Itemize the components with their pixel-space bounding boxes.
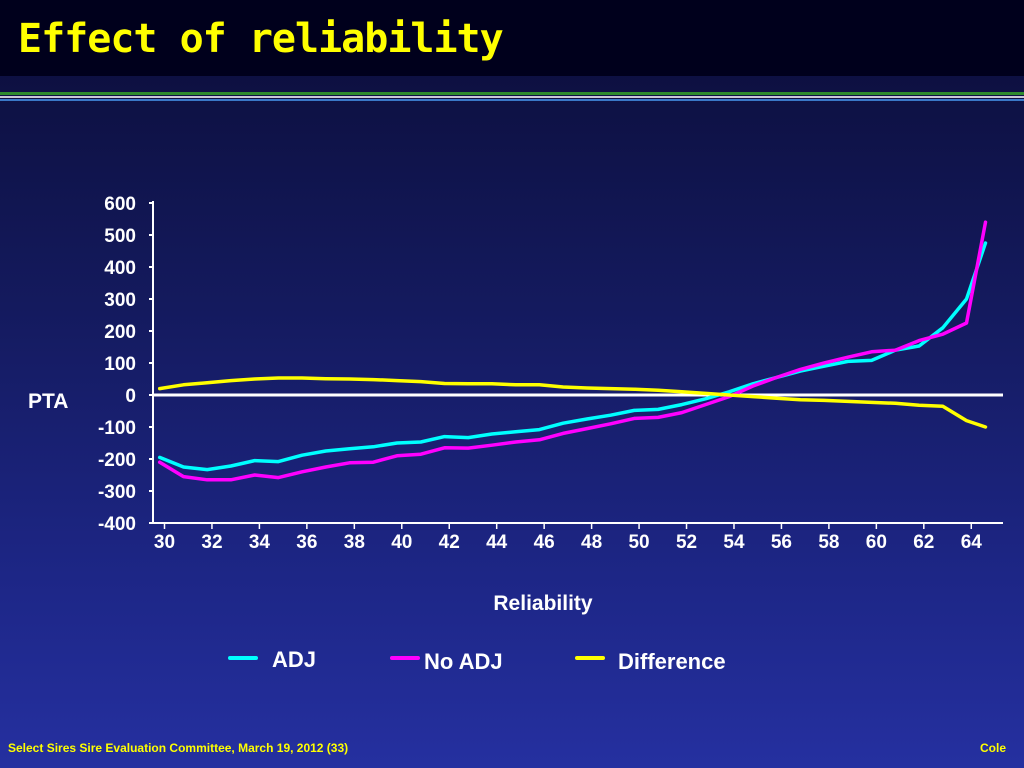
- footer-author: Cole: [980, 741, 1007, 755]
- title-bar: Effect of reliability: [0, 0, 1024, 76]
- x-tick-label: 46: [534, 532, 555, 553]
- x-tick-label: 40: [391, 532, 412, 553]
- legend-label-adj: ADJ: [272, 647, 316, 672]
- y-tick-label: 400: [104, 258, 136, 279]
- divider-white: [0, 96, 1024, 98]
- x-tick-label: 56: [771, 532, 792, 553]
- y-tick-label: 600: [104, 194, 136, 215]
- y-tick-label: 500: [104, 226, 136, 247]
- y-tick-label: -400: [98, 514, 136, 535]
- y-tick-label: 0: [125, 386, 136, 407]
- x-tick-label: 50: [628, 532, 649, 553]
- footer-citation: Select Sires Sire Evaluation Committee, …: [8, 741, 349, 755]
- divider-blue: [0, 99, 1024, 101]
- series-line-difference: [157, 376, 988, 429]
- slide-title: Effect of reliability: [18, 16, 504, 62]
- y-tick-label: -300: [98, 482, 136, 503]
- y-tick-label: 100: [104, 354, 136, 375]
- y-tick-label: 200: [104, 322, 136, 343]
- x-tick-label: 42: [439, 532, 460, 553]
- y-tick-label: -200: [98, 450, 136, 471]
- x-axis-label: Reliability: [493, 592, 593, 615]
- legend-label-no-adj: No ADJ: [424, 649, 503, 674]
- y-axis-label: PTA: [28, 390, 68, 413]
- x-tick-label: 38: [344, 532, 365, 553]
- x-tick-label: 30: [154, 532, 175, 553]
- x-tick-label: 58: [818, 532, 839, 553]
- legend-label-difference: Difference: [618, 649, 726, 674]
- x-tick-label: 64: [961, 532, 983, 553]
- series-line-no-adj: [157, 220, 988, 482]
- divider-green: [0, 92, 1024, 95]
- series-line-adj: [157, 241, 988, 472]
- x-tick-label: 36: [296, 532, 317, 553]
- x-tick-label: 44: [486, 532, 508, 553]
- x-tick-label: 48: [581, 532, 602, 553]
- x-tick-label: 62: [913, 532, 934, 553]
- x-tick-label: 34: [249, 532, 271, 553]
- x-tick-label: 52: [676, 532, 697, 553]
- y-tick-label: 300: [104, 290, 136, 311]
- x-tick-label: 54: [723, 532, 745, 553]
- y-tick-label: -100: [98, 418, 136, 439]
- x-tick-label: 32: [201, 532, 222, 553]
- x-tick-label: 60: [866, 532, 887, 553]
